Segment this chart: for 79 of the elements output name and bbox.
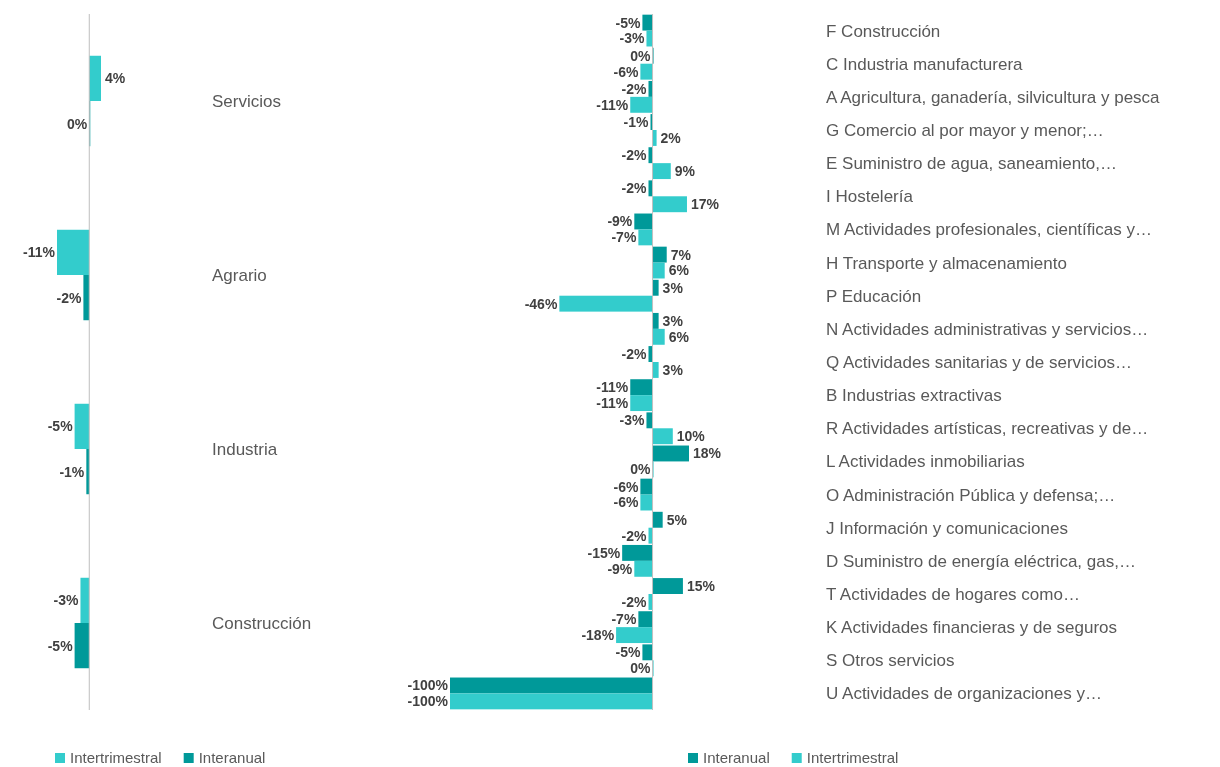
data-label: -18% [581,627,615,643]
data-label: 0% [67,115,88,132]
data-label: -2% [621,180,648,197]
data-label: 3% [662,312,684,329]
data-label: -7% [611,229,637,246]
data-label: -2% [621,80,648,97]
data-label: -15% [587,544,621,561]
data-label: -9% [607,560,633,577]
y-tick-label: M Actividades profesionales, científicas y… [826,220,1152,240]
data-label: 0% [630,660,652,677]
data-label: 7% [670,246,692,263]
data-label: 17% [690,196,720,213]
data-label: 3% [662,361,684,378]
data-label: 4% [105,70,126,87]
data-label: -6% [613,494,639,511]
data-label: -1% [623,113,650,130]
data-label: 15% [686,577,716,594]
data-label: -11% [596,379,629,396]
y-tick-label: T Actividades de hogares como… [826,584,1080,604]
data-label: 18% [693,445,722,462]
data-label: -5% [47,418,74,435]
data-label: 9% [674,163,696,179]
data-label: -6% [613,63,639,80]
data-label: -9% [607,213,633,230]
y-tick-label: S Otros servicios [826,651,955,671]
data-label: -11% [596,96,629,113]
data-label: -3% [619,412,646,429]
data-label: 0% [630,461,652,478]
y-tick-label: Agrario [212,265,267,285]
data-label: -5% [47,637,74,654]
legend-label: Interanual [703,749,770,767]
y-tick-label: E Suministro de agua, saneamiento,… [826,154,1118,174]
y-tick-label: F Construcción [826,21,941,41]
y-tick-label: D Suministro de energía eléctrica, gas,… [826,551,1136,571]
data-label: -100% [407,677,449,694]
data-label: 3% [662,279,684,296]
y-tick-label: C Industria manufacturera [826,54,1024,74]
legend-label: Interanual [198,749,266,767]
y-tick-label: Q Actividades sanitarias y de servicios… [826,352,1133,372]
data-label: -3% [619,30,646,47]
data-label: 6% [668,262,690,279]
data-label: -46% [524,295,558,312]
y-tick-label: K Actividades financieras y de seguros [826,618,1118,638]
data-label: 6% [668,328,690,345]
y-tick-label: I Hostelería [826,187,914,207]
y-tick-label: N Actividades administrativas y servicios… [826,319,1149,339]
data-label: -100% [407,693,449,710]
y-tick-label: G Comercio al por mayor y menor;… [826,120,1104,140]
data-label: 10% [676,428,706,445]
y-tick-label: H Transporte y almacenamiento [826,253,1067,273]
data-label: -2% [56,289,82,306]
data-label: -2% [621,345,648,362]
data-label: 2% [660,129,682,146]
y-tick-label: A Agricultura, ganadería, silvicultura y pesca [826,87,1161,107]
data-label: -1% [59,463,85,480]
y-tick-label: Servicios [212,91,281,111]
y-tick-label: Industria [212,439,278,459]
data-label: -5% [615,644,641,661]
y-tick-label: J Información y comunicaciones [826,518,1068,538]
data-label: -3% [53,592,80,609]
data-label: -2% [621,593,648,610]
data-label: 0% [630,47,652,64]
data-label: -11% [596,395,629,411]
y-tick-label: Construcción [212,613,312,633]
data-label: -2% [621,147,648,164]
y-tick-label: B Industrias extractivas [826,386,1002,406]
legend-label: Intertrimestral [70,749,162,767]
data-label: -7% [611,611,637,628]
data-label: -6% [613,478,639,495]
y-tick-label: O Administración Pública y defensa;… [826,485,1116,505]
y-tick-label: L Actividades inmobiliarias [826,452,1025,472]
data-label: -11% [23,244,56,261]
data-label: -2% [621,527,648,544]
y-tick-label: P Educación [826,286,922,306]
legend-label: Intertrimestral [806,749,899,767]
y-tick-label: U Actividades de organizaciones y… [826,684,1102,704]
data-label: -5% [615,14,641,31]
data-label: 5% [666,511,688,528]
y-tick-label: R Actividades artísticas, recreativas y de… [826,419,1149,439]
